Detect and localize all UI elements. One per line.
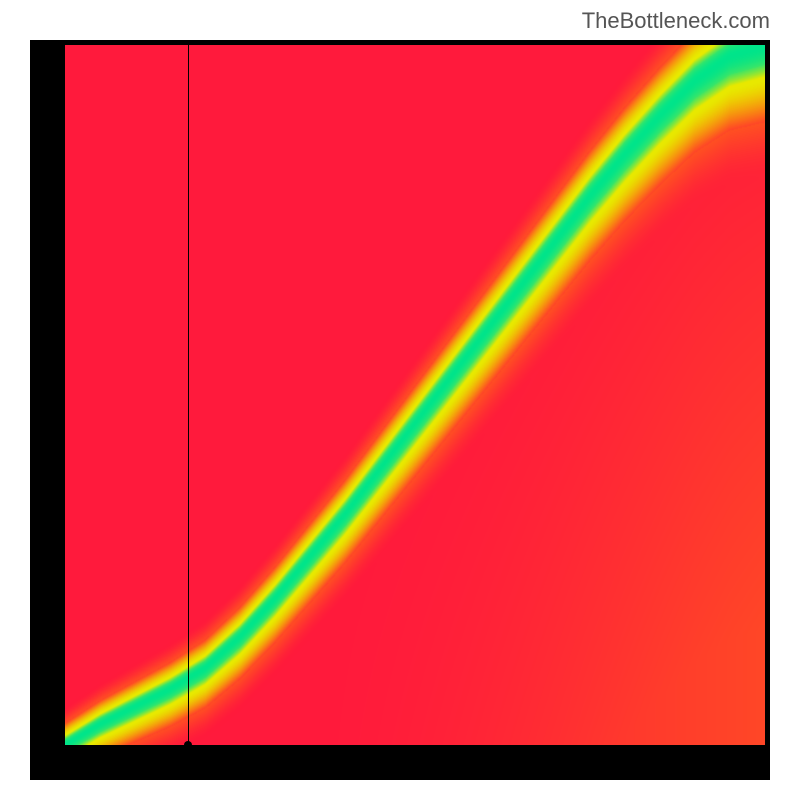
crosshair-marker-point	[184, 741, 192, 745]
watermark-text: TheBottleneck.com	[582, 8, 770, 34]
chart-frame: TheBottleneck.com	[0, 0, 800, 800]
bottleneck-heatmap	[65, 45, 765, 745]
plot-area	[65, 45, 765, 745]
plot-border	[30, 40, 770, 780]
crosshair-vertical	[188, 45, 189, 745]
